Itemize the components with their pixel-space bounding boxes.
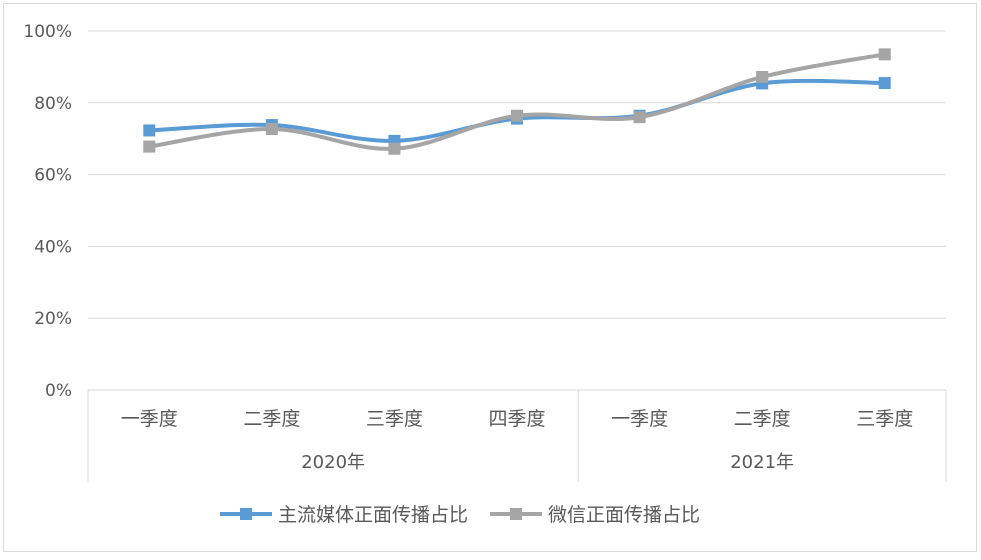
legend-label: 主流媒体正面传播占比 xyxy=(278,504,468,526)
x-tick-label: 四季度 xyxy=(488,408,545,430)
x-tick-label: 二季度 xyxy=(734,408,791,430)
legend-label: 微信正面传播占比 xyxy=(548,504,700,526)
y-tick-label: 0% xyxy=(45,381,72,401)
data-point-marker xyxy=(388,142,401,155)
data-point-marker xyxy=(265,123,278,136)
data-point-marker xyxy=(878,77,891,90)
x-axis: 一季度 二季度 三季度 四季度 一季度 二季度 三季度 2020年 2021年 xyxy=(87,389,947,482)
data-point-marker xyxy=(756,70,769,83)
x-group-label: 2020年 xyxy=(301,452,365,473)
data-point-marker xyxy=(511,109,523,122)
data-point-marker xyxy=(633,111,646,124)
legend-marker xyxy=(240,508,252,520)
x-tick-label: 一季度 xyxy=(121,408,178,430)
x-tick-label: 三季度 xyxy=(366,408,423,430)
data-point-marker xyxy=(878,48,891,61)
x-tick-label: 一季度 xyxy=(611,408,668,430)
y-axis-tick-labels: 0% 20% 40% 60% 80% 100% xyxy=(23,22,72,401)
y-tick-label: 100% xyxy=(23,22,72,42)
y-tick-label: 40% xyxy=(34,237,72,257)
legend-item: 主流媒体正面传播占比 xyxy=(220,504,468,526)
series-lines xyxy=(143,48,891,155)
x-tick-label: 三季度 xyxy=(856,408,913,430)
legend-marker xyxy=(510,508,522,520)
x-group-label: 2021年 xyxy=(730,452,794,473)
legend: 主流媒体正面传播占比 微信正面传播占比 xyxy=(220,504,700,526)
series-2 xyxy=(143,48,891,155)
y-tick-label: 20% xyxy=(34,309,72,329)
data-point-marker xyxy=(143,140,156,153)
chart-border xyxy=(3,3,977,552)
y-tick-label: 60% xyxy=(34,166,72,186)
data-point-marker xyxy=(143,124,156,137)
y-tick-label: 80% xyxy=(34,94,72,114)
x-tick-label: 二季度 xyxy=(243,408,300,430)
legend-item: 微信正面传播占比 xyxy=(490,504,700,526)
